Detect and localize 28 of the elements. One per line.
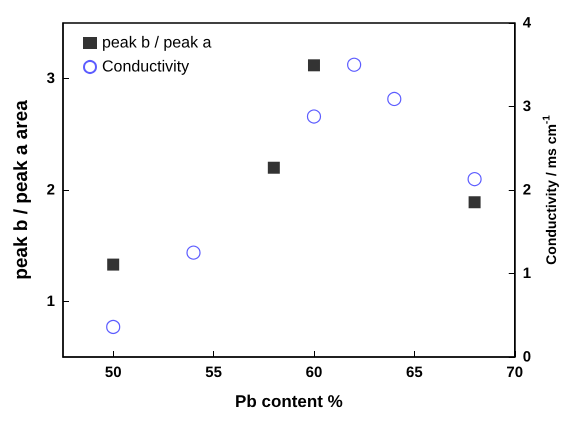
x-tick-label: 50 bbox=[104, 364, 122, 381]
y2-tick-label: 1 bbox=[522, 265, 532, 282]
y2-tick-label: 2 bbox=[522, 182, 532, 198]
x-tick-label: 70 bbox=[506, 364, 524, 381]
x-tick-label: 55 bbox=[205, 364, 222, 381]
point bbox=[107, 258, 120, 271]
y-tick-label: 1 bbox=[46, 292, 55, 310]
y2-axis-title: Conductivity / ms cm-1 bbox=[542, 114, 559, 265]
point bbox=[186, 246, 201, 260]
y2-tick-label: 3 bbox=[522, 98, 532, 115]
x-tick-label: 60 bbox=[306, 364, 322, 381]
y2-tick-label: 0 bbox=[522, 348, 532, 366]
y-axis-title: peak b / peak a area bbox=[11, 100, 32, 280]
legend-label: peak b / peak a bbox=[102, 34, 212, 52]
point bbox=[308, 59, 320, 72]
x-axis-title: Pb content % bbox=[235, 392, 343, 411]
point bbox=[268, 162, 280, 174]
y-tick-label: 2 bbox=[46, 182, 55, 198]
x-tick-label: 65 bbox=[406, 364, 423, 381]
y2-tick-label: 4 bbox=[522, 14, 532, 32]
point bbox=[347, 58, 362, 72]
point bbox=[106, 320, 120, 334]
y-tick-label: 3 bbox=[46, 70, 55, 88]
point bbox=[387, 92, 402, 106]
legend-label: Conductivity bbox=[102, 58, 190, 76]
point bbox=[468, 172, 482, 186]
point bbox=[306, 109, 322, 124]
point bbox=[468, 196, 481, 208]
